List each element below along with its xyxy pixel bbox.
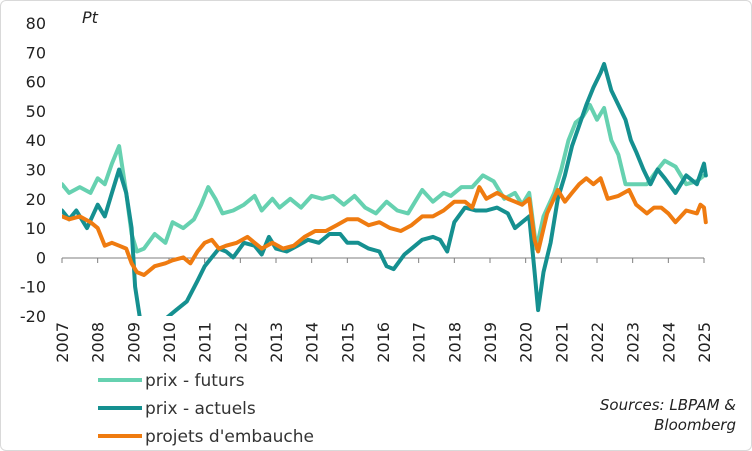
legend: prix - futurs prix - actuels projets d'emb… (98, 371, 314, 447)
legend-label-0: prix - futurs (145, 371, 245, 391)
y-tick-label: -10 (20, 278, 46, 297)
x-tick-label: 2014 (303, 322, 322, 363)
x-tick-label: 2009 (124, 322, 143, 363)
y-tick-label: 80 (26, 14, 46, 33)
series-lines (62, 62, 708, 316)
y-tick-label: 20 (26, 190, 46, 209)
y-axis-ticks: -20 -10 0 10 20 30 40 50 60 70 80 (20, 14, 46, 326)
source-line-2: Bloomberg (654, 416, 736, 434)
x-axis: 2007 2008 2009 2010 2011 2012 2013 2014 2015 2016… (53, 257, 714, 363)
x-tick-label: 2022 (588, 322, 607, 363)
x-tick-label: 2019 (481, 322, 500, 363)
x-tick-label: 2013 (267, 322, 286, 363)
y-tick-label: 50 (26, 102, 46, 121)
y-tick-label: 40 (26, 131, 46, 150)
series-line-1 (62, 62, 708, 316)
x-tick-label: 2007 (53, 322, 72, 363)
legend-label-2: projets d'embauche (145, 427, 314, 447)
series-line-0 (62, 103, 708, 254)
x-tick-label: 2018 (445, 322, 464, 363)
y-tick-label: 70 (26, 43, 46, 62)
y-tick-label: 0 (36, 248, 46, 267)
source-line-1: Sources: LBPAM & (600, 396, 736, 414)
y-tick-label: 30 (26, 161, 46, 180)
legend-label-1: prix - actuels (145, 399, 256, 419)
x-tick-label: 2025 (695, 322, 714, 363)
x-tick-label: 2016 (374, 322, 393, 363)
x-tick-label: 2017 (410, 322, 429, 363)
x-tick-label: 2011 (196, 322, 215, 363)
x-tick-label: 2015 (338, 322, 357, 363)
x-tick-label: 2020 (517, 322, 536, 363)
series-line-2 (62, 176, 708, 277)
x-tick-label: 2008 (89, 322, 108, 363)
y-tick-label: 60 (26, 73, 46, 92)
x-tick-label: 2024 (659, 322, 678, 363)
y-tick-label: 10 (26, 219, 46, 238)
x-tick-label: 2012 (231, 322, 250, 363)
y-axis-unit-label: Pt (82, 8, 99, 27)
y-tick-label: -20 (20, 307, 46, 326)
x-tick-label: 2021 (552, 322, 571, 363)
x-tick-label: 2010 (160, 322, 179, 363)
x-tick-label: 2023 (624, 322, 643, 363)
